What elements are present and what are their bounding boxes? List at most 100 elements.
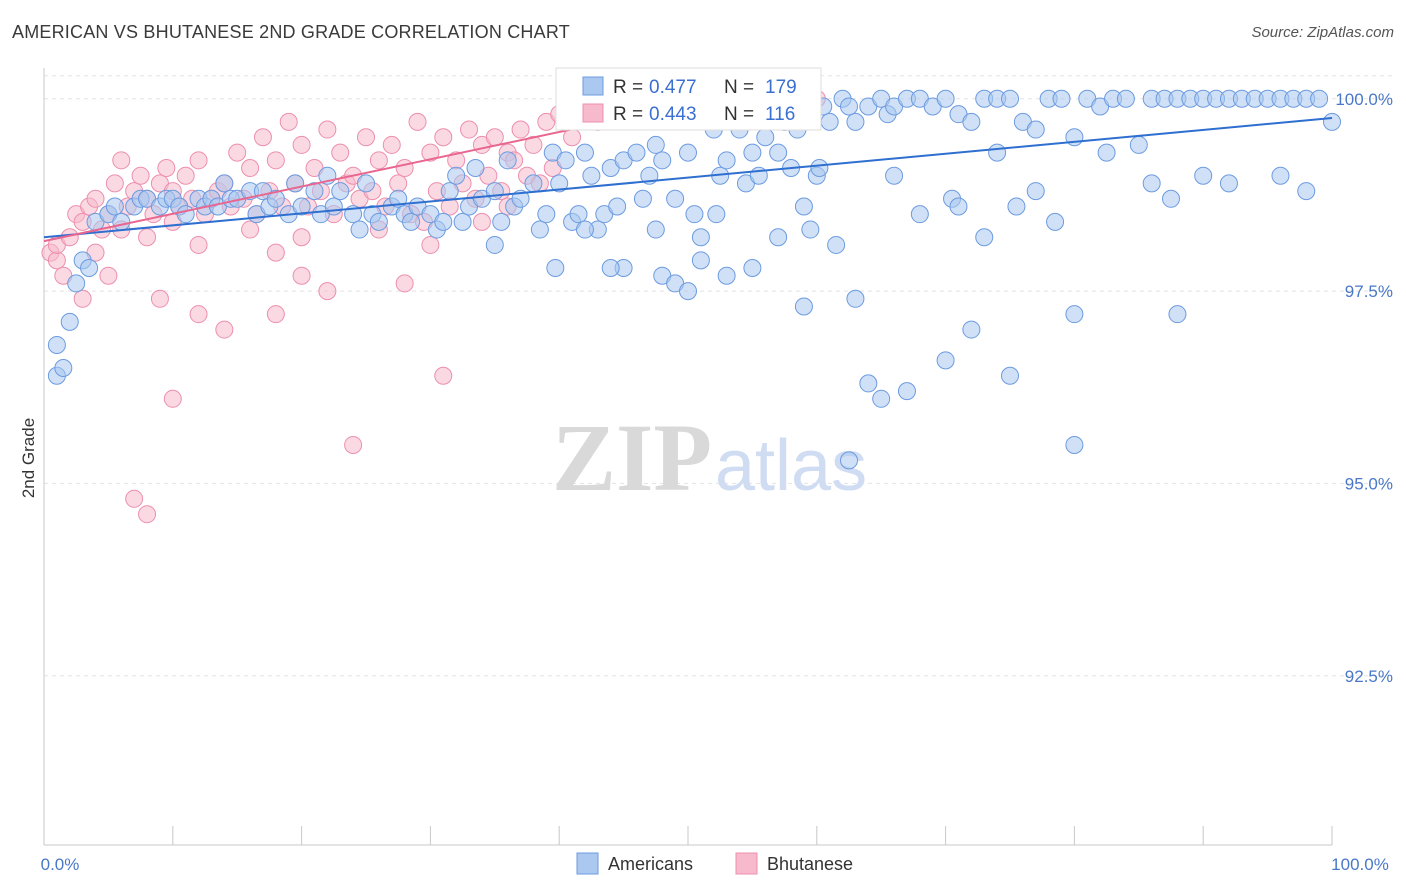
- americans-point: [492, 212, 511, 231]
- bhutanese-point: [331, 143, 350, 162]
- stats-legend: R = 0.477 N = 179 R = 0.443 N = 116: [555, 67, 822, 131]
- americans-point: [575, 143, 594, 162]
- bhutanese-point: [73, 289, 92, 308]
- bhutanese-point: [434, 128, 453, 147]
- americans-point: [511, 189, 530, 208]
- bhutanese-point: [279, 112, 298, 131]
- americans-point: [1007, 197, 1026, 216]
- americans-point: [936, 89, 955, 108]
- americans-point: [633, 189, 652, 208]
- americans-point: [936, 351, 955, 370]
- americans-point: [80, 259, 99, 278]
- americans-point: [1046, 212, 1065, 231]
- americans-point: [666, 189, 685, 208]
- bhutanese-point: [99, 266, 118, 285]
- americans-point: [717, 266, 736, 285]
- americans-point: [601, 259, 620, 278]
- y-tick-label: 97.5%: [1345, 282, 1393, 301]
- americans-point: [331, 182, 350, 201]
- americans-point: [801, 220, 820, 239]
- americans-point: [691, 251, 710, 270]
- bhutanese-point: [357, 128, 375, 147]
- americans-point: [846, 112, 865, 131]
- americans-trend-line: [43, 117, 1333, 239]
- legend-americans-swatch: [576, 852, 599, 875]
- americans-point: [575, 220, 594, 239]
- americans-point: [679, 282, 697, 301]
- bhutanese-point: [176, 166, 195, 185]
- americans-point: [176, 205, 195, 224]
- americans-point: [324, 197, 343, 216]
- americans-point: [305, 182, 324, 201]
- x-tick-label-min: 0.0%: [41, 855, 80, 874]
- americans-point: [1001, 89, 1019, 108]
- americans-point: [1026, 182, 1045, 201]
- americans-point: [266, 189, 285, 208]
- americans-point: [988, 143, 1007, 162]
- americans-point: [679, 143, 697, 162]
- bhutanese-point: [163, 389, 182, 408]
- americans-point: [794, 197, 813, 216]
- americans-point: [466, 159, 485, 178]
- americans-point: [1297, 182, 1316, 201]
- bhutanese-point: [215, 320, 234, 339]
- bhutanese-point: [318, 120, 337, 139]
- americans-r-value: 0.477: [649, 77, 697, 98]
- bhutanese-point: [150, 289, 169, 308]
- americans-point: [872, 389, 891, 408]
- bhutanese-point: [369, 151, 388, 170]
- americans-point: [389, 189, 408, 208]
- americans-point: [707, 205, 726, 224]
- americans-point: [1026, 120, 1045, 139]
- americans-point: [717, 151, 736, 170]
- americans-point: [47, 335, 66, 354]
- bhutanese-point: [292, 228, 311, 247]
- americans-point: [897, 382, 916, 401]
- americans-point: [910, 205, 929, 224]
- bhutanese-point: [318, 282, 337, 301]
- americans-point: [357, 174, 375, 193]
- americans-point: [691, 228, 710, 247]
- americans-n-value: 179: [765, 77, 797, 98]
- bhutanese-point: [408, 112, 427, 131]
- bhutanese-point: [157, 159, 176, 178]
- americans-point: [1116, 89, 1135, 108]
- americans-point: [1271, 166, 1290, 185]
- americans-point: [440, 182, 459, 201]
- bhutanese-point: [292, 266, 311, 285]
- americans-point: [1323, 112, 1341, 131]
- bhutanese-point: [138, 228, 157, 247]
- americans-points: [47, 89, 1341, 470]
- americans-point: [962, 112, 981, 131]
- americans-point: [1065, 305, 1084, 324]
- bhutanese-point: [86, 189, 105, 208]
- americans-point: [975, 228, 994, 247]
- bhutanese-point: [511, 120, 530, 139]
- bhutanese-n-value: 116: [765, 104, 795, 125]
- series-legend: Americans Bhutanese: [576, 852, 853, 875]
- bhutanese-point: [421, 235, 440, 254]
- americans-point: [112, 212, 131, 231]
- legend-bhutanese-swatch: [735, 852, 758, 875]
- americans-point: [447, 166, 466, 185]
- americans-point: [1219, 174, 1238, 193]
- bhutanese-point: [344, 435, 363, 454]
- americans-point: [582, 166, 601, 185]
- x-axis-ticks: [43, 826, 1333, 845]
- y-axis-label: 2nd Grade: [19, 418, 38, 498]
- americans-point: [524, 174, 543, 193]
- x-tick-label-max: 100.0%: [1331, 855, 1389, 874]
- americans-point: [1194, 166, 1213, 185]
- americans-point: [962, 320, 981, 339]
- bhutanese-point: [241, 220, 260, 239]
- americans-point: [105, 197, 124, 216]
- bhutanese-legend-swatch: [582, 103, 604, 123]
- source-credit: Source: ZipAtlas.com: [1251, 24, 1394, 41]
- americans-point: [794, 297, 813, 316]
- bhutanese-point: [472, 212, 491, 231]
- bhutanese-point: [395, 159, 414, 178]
- americans-point: [743, 259, 762, 278]
- americans-point: [1052, 89, 1071, 108]
- americans-point: [485, 235, 504, 254]
- americans-point: [840, 451, 858, 470]
